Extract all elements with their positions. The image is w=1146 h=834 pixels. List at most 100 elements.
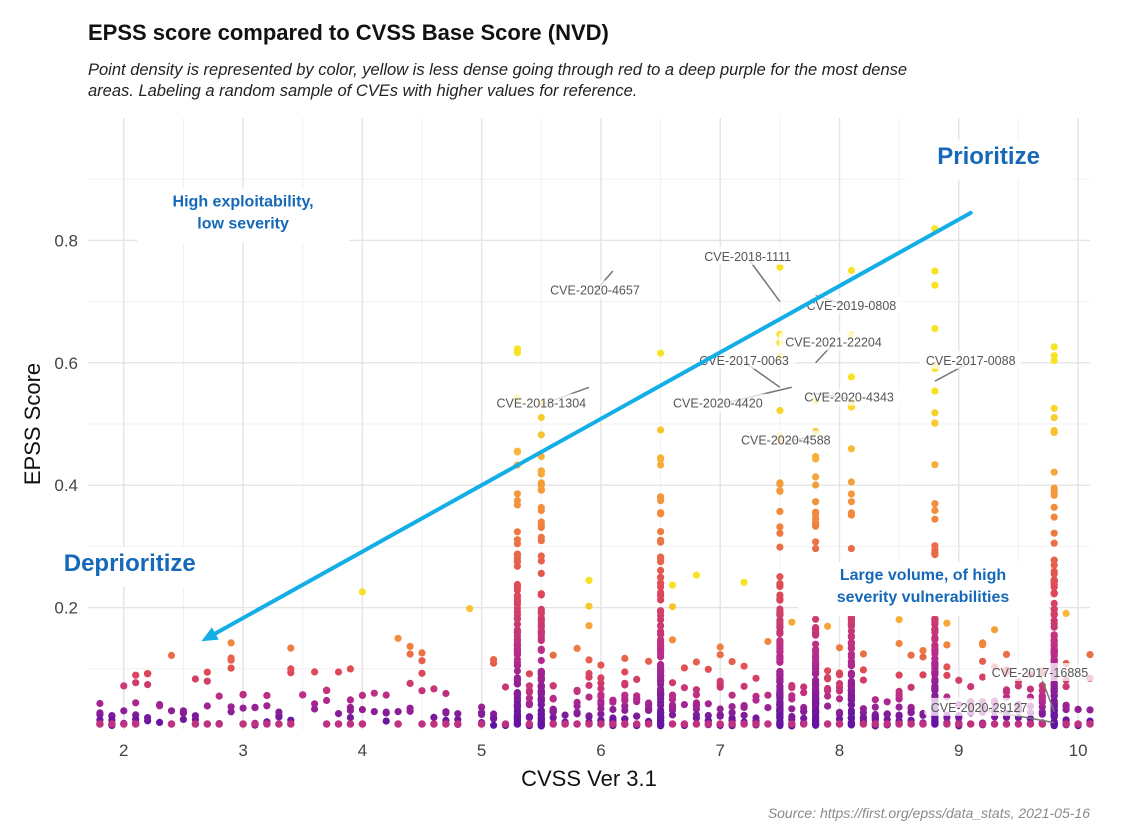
data-point bbox=[585, 720, 593, 728]
data-point bbox=[621, 654, 629, 663]
data-point bbox=[716, 711, 724, 719]
data-point bbox=[167, 651, 176, 660]
data-point bbox=[812, 508, 820, 516]
data-point bbox=[537, 656, 545, 665]
data-point bbox=[621, 696, 629, 705]
data-point bbox=[979, 639, 987, 647]
data-point bbox=[549, 707, 557, 715]
data-point bbox=[513, 562, 522, 570]
data-point bbox=[621, 691, 629, 699]
data-point bbox=[537, 631, 545, 639]
data-point bbox=[239, 691, 247, 699]
data-point bbox=[883, 698, 891, 706]
cve-label: CVE-2019-0808 bbox=[807, 299, 897, 313]
data-point bbox=[144, 714, 152, 722]
data-point bbox=[597, 685, 605, 693]
data-point bbox=[955, 714, 963, 722]
data-point bbox=[847, 622, 856, 630]
data-point bbox=[847, 681, 856, 689]
cve-label: CVE-2017-16885 bbox=[992, 666, 1089, 680]
data-point bbox=[179, 715, 187, 724]
data-point bbox=[537, 523, 545, 532]
data-point bbox=[334, 668, 343, 676]
data-point bbox=[668, 692, 677, 700]
data-point bbox=[167, 707, 176, 715]
data-point bbox=[895, 720, 903, 728]
data-point bbox=[657, 573, 665, 581]
data-point bbox=[931, 267, 939, 275]
data-point bbox=[513, 608, 522, 616]
y-tick-label: 0.8 bbox=[54, 231, 78, 250]
data-point bbox=[776, 703, 784, 712]
data-point bbox=[1050, 599, 1058, 608]
data-point bbox=[132, 679, 140, 687]
data-point bbox=[788, 712, 796, 721]
data-point bbox=[847, 511, 856, 519]
data-point bbox=[513, 592, 522, 600]
data-point bbox=[1050, 605, 1058, 613]
data-point bbox=[513, 528, 522, 536]
data-point bbox=[812, 714, 820, 722]
callout-bg bbox=[137, 188, 350, 243]
y-tick-label: 0.4 bbox=[54, 476, 78, 495]
data-point bbox=[597, 679, 605, 687]
data-point bbox=[525, 701, 534, 709]
data-point bbox=[454, 710, 462, 718]
data-point bbox=[1050, 561, 1058, 569]
data-point bbox=[490, 715, 498, 723]
data-point bbox=[657, 607, 665, 615]
data-point bbox=[812, 455, 820, 463]
data-point bbox=[859, 650, 868, 658]
data-point bbox=[203, 677, 211, 685]
data-point bbox=[1038, 720, 1047, 728]
data-point bbox=[346, 720, 355, 728]
x-axis-title: CVSS Ver 3.1 bbox=[521, 766, 657, 791]
data-point bbox=[597, 704, 605, 713]
data-point bbox=[585, 712, 593, 720]
data-point bbox=[621, 720, 629, 728]
data-point bbox=[537, 590, 545, 598]
data-point bbox=[418, 657, 426, 665]
data-point bbox=[788, 720, 796, 728]
data-point bbox=[263, 720, 271, 728]
data-point bbox=[1050, 488, 1058, 496]
data-point bbox=[716, 651, 724, 659]
data-point bbox=[668, 581, 677, 589]
data-point bbox=[788, 618, 796, 626]
data-point bbox=[1038, 693, 1046, 701]
data-point bbox=[943, 720, 951, 728]
data-point bbox=[704, 665, 712, 673]
data-point bbox=[657, 672, 665, 680]
data-point bbox=[943, 671, 951, 680]
data-point bbox=[227, 708, 235, 716]
data-point bbox=[931, 626, 939, 634]
data-point bbox=[513, 550, 522, 558]
data-point bbox=[513, 497, 522, 505]
data-point bbox=[513, 536, 522, 544]
data-point bbox=[323, 686, 331, 695]
data-point bbox=[513, 661, 522, 670]
data-point bbox=[131, 720, 140, 728]
data-point bbox=[418, 687, 426, 695]
callout-text: High exploitability, bbox=[173, 194, 314, 211]
data-point bbox=[203, 702, 211, 710]
data-point bbox=[585, 622, 593, 630]
data-point bbox=[657, 621, 665, 630]
data-point bbox=[549, 714, 557, 722]
source-caption: Source: https://first.org/epss/data_stat… bbox=[767, 805, 1090, 821]
data-point bbox=[931, 720, 939, 728]
x-tick-label: 4 bbox=[358, 741, 367, 760]
data-point bbox=[1086, 651, 1094, 659]
cve-label: CVE-2017-0063 bbox=[699, 354, 789, 368]
x-tick-label: 8 bbox=[835, 741, 844, 760]
data-point bbox=[1050, 623, 1058, 631]
data-point bbox=[632, 720, 641, 728]
data-point bbox=[1062, 609, 1070, 618]
data-point bbox=[692, 714, 701, 722]
data-point bbox=[644, 720, 653, 728]
data-point bbox=[179, 709, 187, 717]
cve-label-bg bbox=[985, 662, 1095, 681]
data-point bbox=[430, 720, 438, 728]
data-point bbox=[525, 670, 534, 678]
data-point bbox=[657, 536, 665, 544]
